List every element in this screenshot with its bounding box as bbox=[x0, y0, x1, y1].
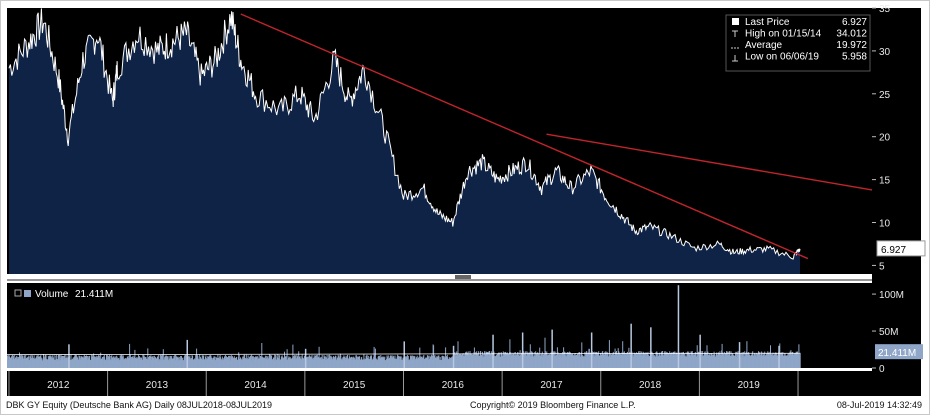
volume-spike bbox=[403, 341, 405, 368]
year-label: 2018 bbox=[639, 380, 662, 391]
year-label: 2019 bbox=[738, 380, 761, 391]
volume-spike bbox=[186, 339, 188, 368]
year-label: 2012 bbox=[47, 380, 70, 391]
volume-legend-label: Volume bbox=[35, 289, 69, 300]
volume-bar bbox=[129, 343, 131, 368]
volume-spike bbox=[551, 329, 553, 368]
price-tick-label: 10 bbox=[879, 219, 891, 230]
price-tick-label: 15 bbox=[879, 176, 891, 187]
volume-bar bbox=[799, 352, 801, 368]
volume-bar bbox=[419, 347, 421, 368]
legend-value: 5.958 bbox=[842, 52, 867, 63]
x-axis-panel bbox=[7, 371, 872, 396]
volume-spike bbox=[304, 348, 307, 368]
volume-bar bbox=[457, 341, 459, 368]
volume-spike bbox=[677, 285, 680, 368]
last-price-tag bbox=[876, 240, 926, 257]
footer-timestamp: 08-Jul-2019 14:32:49 bbox=[837, 400, 922, 410]
legend-value: 34.012 bbox=[836, 29, 867, 40]
volume-bar bbox=[622, 341, 624, 368]
volume-spike bbox=[738, 342, 741, 368]
trendline-upper bbox=[546, 133, 873, 191]
volume-spike bbox=[492, 334, 494, 368]
volume-bar bbox=[373, 346, 375, 368]
trendline-lower bbox=[240, 13, 809, 260]
volume-bar bbox=[286, 349, 288, 368]
price-legend: Last Price 6.927 High on 01/15/14 34.012 Ave… bbox=[725, 14, 871, 72]
volume-legend-swatch bbox=[24, 290, 31, 297]
volume-spike bbox=[521, 332, 524, 368]
volume-tick-label: 0 bbox=[879, 364, 885, 375]
footer-copyright: Copyright© 2019 Bloomberg Finance L.P. bbox=[470, 400, 636, 410]
price-tick-label: 30 bbox=[879, 47, 891, 58]
volume-spike bbox=[699, 334, 701, 368]
legend-value: 19.972 bbox=[836, 40, 867, 51]
legend-high-marker bbox=[732, 30, 738, 37]
volume-bar bbox=[529, 344, 531, 368]
volume-spike bbox=[68, 344, 70, 368]
year-label: 2014 bbox=[244, 380, 267, 391]
price-area bbox=[9, 8, 800, 275]
last-volume-tag-value: 21.411M bbox=[878, 348, 916, 359]
year-label: 2013 bbox=[146, 380, 169, 391]
volume-average-line bbox=[6, 352, 800, 356]
volume-bar bbox=[292, 344, 294, 368]
legend-label: High on 01/15/14 bbox=[745, 29, 822, 40]
volume-bar bbox=[7, 356, 9, 368]
price-tick-label: 25 bbox=[879, 90, 891, 101]
legend-label: Average bbox=[745, 40, 783, 51]
volume-tick-label: 50M bbox=[879, 327, 898, 338]
legend-value: 6.927 bbox=[842, 17, 867, 28]
volume-bar bbox=[147, 348, 149, 368]
volume-spike bbox=[778, 345, 780, 368]
volume-legend-toggle bbox=[14, 289, 22, 297]
price-line bbox=[8, 8, 801, 260]
year-label: 2016 bbox=[442, 380, 465, 391]
price-legend-box bbox=[725, 14, 871, 72]
year-label: 2015 bbox=[343, 380, 366, 391]
last-volume-tag bbox=[875, 344, 923, 360]
year-label: 2017 bbox=[540, 380, 563, 391]
volume-bar bbox=[746, 341, 748, 368]
legend-low-marker bbox=[732, 55, 738, 62]
volume-tick-label: 100M bbox=[879, 290, 904, 301]
panel-splitter-handle bbox=[455, 275, 471, 279]
footer-ticker: DBK GY Equity (Deutsche Bank AG) Daily 0… bbox=[6, 400, 272, 410]
last-price-tag-value: 6.927 bbox=[881, 245, 906, 256]
y-axis-panel bbox=[872, 8, 921, 396]
legend-label: Last Price bbox=[745, 17, 790, 28]
legend-label: Low on 06/06/19 bbox=[745, 52, 819, 63]
price-tick-label: 5 bbox=[879, 261, 885, 272]
volume-spike bbox=[452, 345, 455, 368]
volume-spike bbox=[650, 327, 652, 368]
price-tick-label: 20 bbox=[879, 133, 891, 144]
volume-bar bbox=[318, 346, 320, 368]
legend-last-price-marker bbox=[732, 18, 739, 25]
volume-bar bbox=[162, 349, 164, 368]
volume-bar bbox=[581, 342, 583, 368]
volume-spike bbox=[630, 323, 632, 368]
volume-bar bbox=[261, 343, 263, 368]
price-tick-label: 35 bbox=[879, 4, 891, 15]
volume-legend-value: 21.411M bbox=[75, 289, 113, 300]
volume-spike bbox=[590, 332, 593, 368]
volume-bars bbox=[7, 285, 801, 368]
volume-bar bbox=[374, 348, 376, 368]
